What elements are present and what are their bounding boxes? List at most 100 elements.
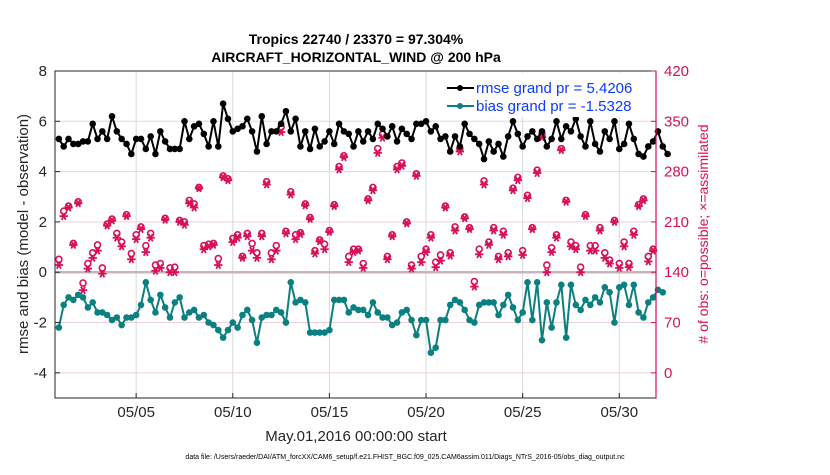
assimilated-obs-marker	[518, 250, 527, 260]
bias-point	[369, 299, 377, 306]
rmse-point	[466, 130, 473, 138]
bias-point	[326, 326, 333, 334]
assimilated-obs-marker	[88, 253, 97, 262]
bias-point	[268, 311, 275, 319]
possible-obs-marker	[591, 241, 599, 250]
rmse-point	[596, 148, 604, 155]
rmse-point	[94, 135, 101, 143]
bias-point	[224, 326, 232, 334]
assimilated-obs-marker	[296, 230, 305, 239]
assimilated-obs-marker	[189, 203, 199, 212]
assimilated-obs-marker	[107, 216, 117, 225]
bias-point	[596, 299, 604, 306]
assimilated-obs-marker	[301, 201, 310, 210]
legend-rmse-marker	[457, 85, 463, 91]
assimilated-obs-marker	[407, 264, 416, 273]
assimilated-obs-marker	[445, 251, 455, 260]
assimilated-obs-marker	[388, 232, 397, 241]
rmse-point	[601, 128, 609, 135]
y-axis-label: rmse and bias (model - observation)	[15, 114, 32, 354]
bias-point	[519, 309, 526, 316]
rmse-point	[243, 115, 251, 123]
chart-title-line2: AIRCRAFT_HORIZONTAL_WIND @ 200 hPa	[211, 49, 501, 65]
possible-obs-marker	[272, 241, 281, 250]
rmse-point	[277, 120, 285, 128]
bias-point	[210, 321, 217, 329]
axes: -4 -2 0 2 4 6 8 0 70 140 210 280 350 420 05/05 05/10 05/…	[34, 63, 689, 421]
rmse-point	[219, 100, 227, 107]
assimilated-obs-marker	[412, 171, 421, 181]
rmse-point	[572, 115, 580, 123]
assimilated-obs-marker	[431, 263, 440, 272]
bias-point	[640, 314, 647, 321]
assimilated-obs-marker	[460, 214, 469, 223]
rmse-point	[615, 145, 623, 153]
rmse-point	[620, 140, 628, 148]
bias-point	[234, 324, 241, 331]
bias-point	[171, 299, 179, 306]
assimilated-obs-marker	[228, 237, 237, 247]
bias-point	[89, 299, 96, 306]
rmse-point	[195, 120, 203, 128]
assimilated-obs-marker	[639, 196, 648, 205]
possible-obs-marker	[600, 249, 609, 257]
assimilated-obs-marker	[238, 253, 247, 262]
assimilated-obs-marker	[503, 252, 513, 261]
assimilated-obs-marker	[532, 168, 542, 178]
rmse-point	[514, 130, 522, 138]
bias-point	[79, 294, 87, 301]
rmse-point	[369, 135, 377, 143]
assimilated-obs-marker	[223, 176, 233, 185]
bias-point	[558, 281, 565, 289]
rmse-point	[166, 145, 174, 153]
bias-point	[548, 324, 555, 331]
bias-point	[306, 329, 314, 336]
assimilated-obs-marker	[310, 249, 320, 258]
possible-obs-marker	[543, 261, 551, 269]
assimilated-obs-marker	[330, 202, 339, 211]
bias-point	[659, 289, 667, 296]
rmse-point	[577, 133, 584, 140]
bias-point	[345, 309, 353, 316]
assimilated-obs-marker	[262, 180, 271, 189]
rmse-point	[200, 130, 208, 138]
bias-point	[118, 321, 125, 329]
possible-obs-marker	[214, 254, 223, 263]
assimilated-obs-marker	[286, 190, 295, 199]
bias-point	[55, 324, 63, 331]
rmse-point	[558, 135, 565, 143]
assimilated-obs-marker	[281, 229, 291, 238]
possible-obs-marker	[417, 252, 426, 261]
rmse-point	[562, 123, 570, 130]
bias-point	[413, 331, 420, 339]
legend-box	[443, 73, 654, 117]
possible-obs-marker	[248, 239, 256, 248]
rmse-point	[548, 135, 555, 143]
bias-point	[84, 304, 92, 311]
assimilated-obs-marker	[291, 235, 300, 244]
assimilated-obs-marker	[180, 220, 189, 229]
assimilated-obs-marker	[629, 230, 638, 239]
assimilated-obs-marker	[595, 226, 605, 235]
bias-point	[157, 291, 164, 299]
plot-frame	[54, 70, 657, 399]
x-tick-label: 05/10	[214, 404, 252, 421]
assimilated-obs-marker	[136, 225, 146, 234]
rmse-point	[591, 140, 599, 148]
rmse-point	[181, 118, 188, 125]
bias-point	[161, 304, 169, 311]
bias-point	[567, 281, 575, 289]
assimilated-obs-marker	[528, 225, 537, 234]
assimilated-obs-marker	[83, 264, 93, 273]
bias-point	[533, 278, 541, 286]
rmse-point	[248, 128, 256, 135]
assimilated-obs-marker	[557, 145, 566, 155]
y-tick-label: 6	[39, 113, 47, 130]
assimilated-obs-marker	[64, 203, 73, 212]
rmse-point	[60, 143, 67, 150]
bias-point	[301, 299, 309, 306]
possible-obs-marker	[98, 264, 107, 272]
rmse-point	[640, 153, 647, 160]
rmse-point	[306, 145, 314, 153]
